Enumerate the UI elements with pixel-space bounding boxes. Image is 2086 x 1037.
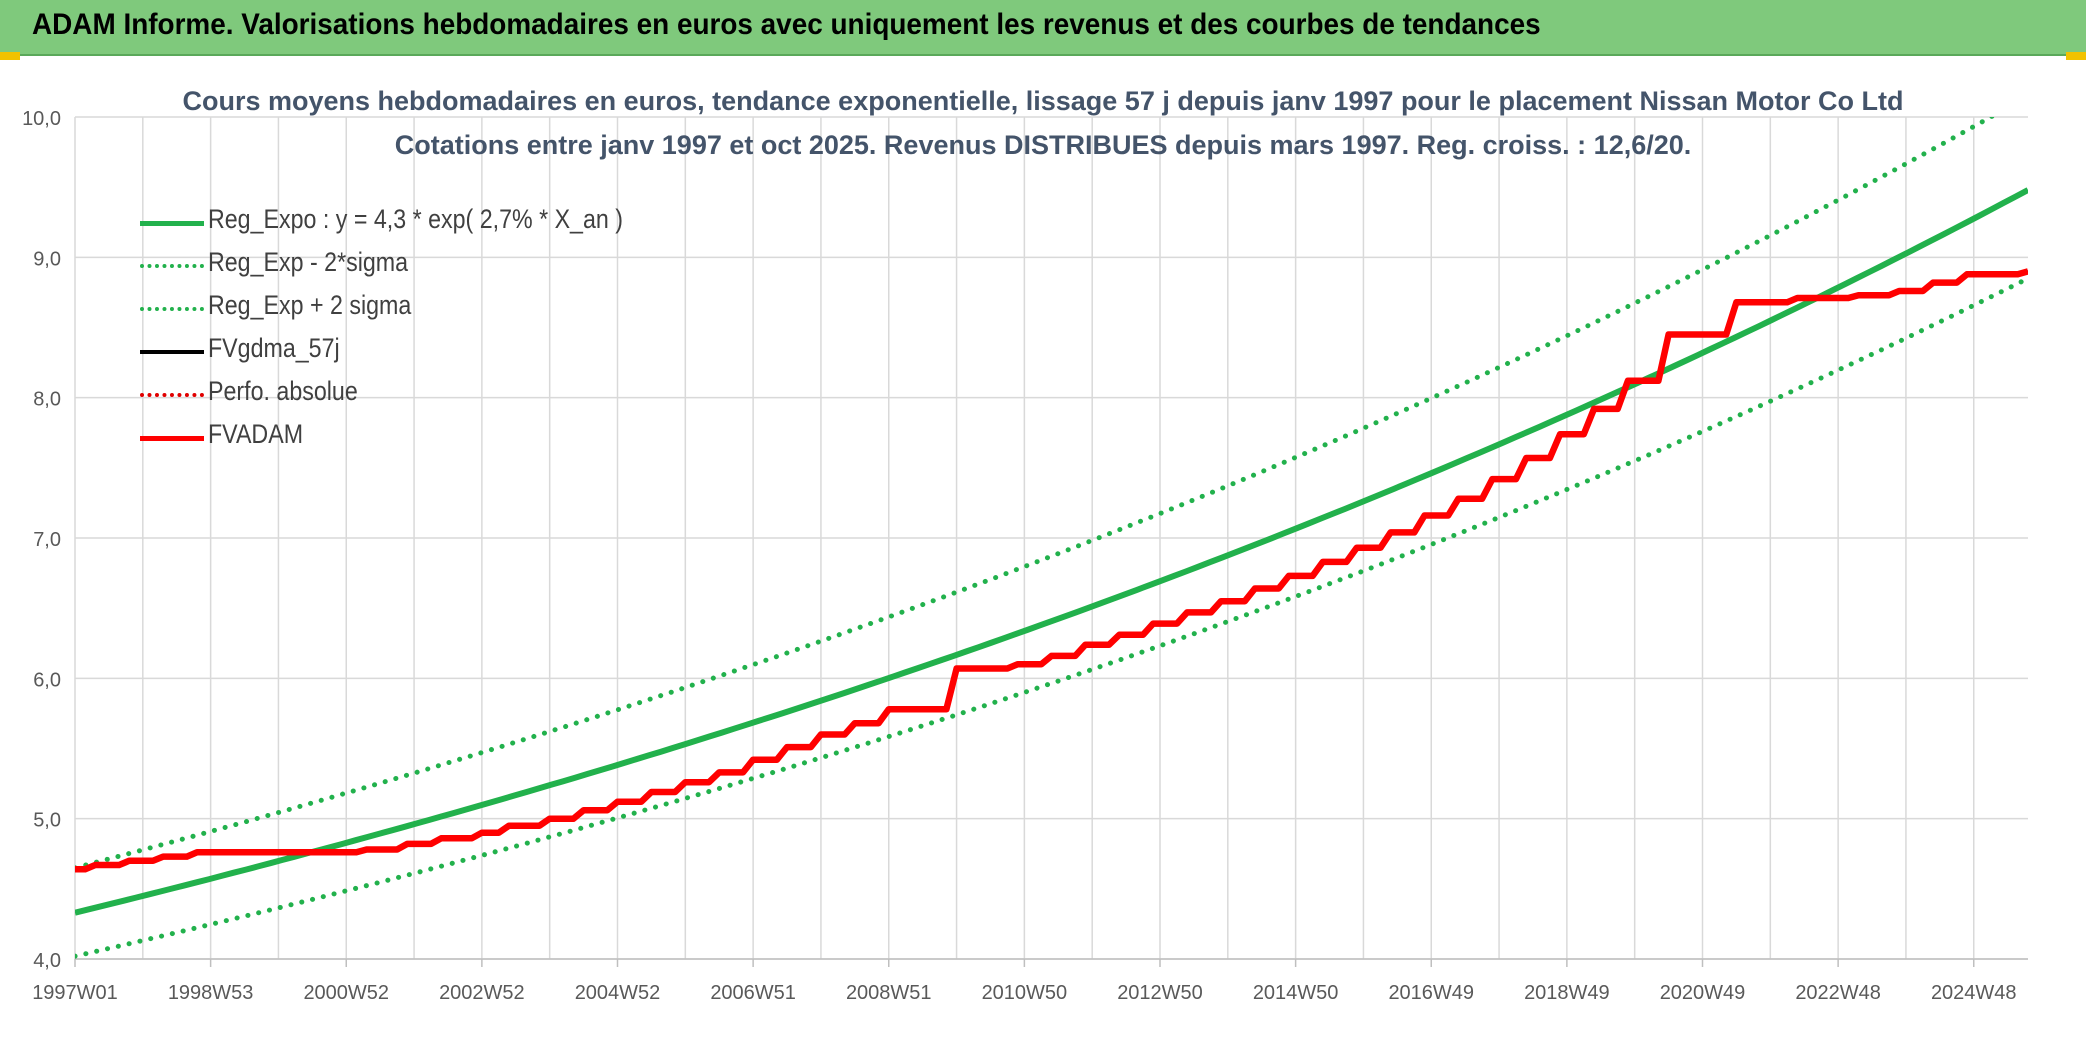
- x-tick-label: 2002W52: [439, 982, 525, 1004]
- x-tick-label: 2008W51: [846, 982, 932, 1004]
- x-tick-label: 1998W53: [168, 982, 254, 1004]
- x-tick-label: 2018W49: [1524, 982, 1610, 1004]
- y-tick-label: 6,0: [33, 669, 61, 691]
- x-tick-label: 2004W52: [575, 982, 661, 1004]
- x-tick-label: 2016W49: [1388, 982, 1474, 1004]
- legend-label: FVgdma_57j: [208, 333, 340, 363]
- trend-line: [75, 187, 2028, 916]
- legend-swatch: [140, 393, 204, 397]
- x-tick-label: 2012W50: [1117, 982, 1203, 1004]
- legend-swatch: [140, 264, 204, 268]
- report-title: ADAM Informe. Valorisations hebdomadaire…: [32, 8, 1541, 41]
- y-tick-label: 8,0: [33, 389, 61, 411]
- x-tick-label: 2000W52: [303, 982, 389, 1004]
- fvgdma-line: [75, 269, 2028, 871]
- x-tick-label: 2024W48: [1931, 982, 2017, 1004]
- legend-swatch: [140, 221, 204, 226]
- x-tick-label: 2010W50: [982, 982, 1068, 1004]
- x-tick-label: 2022W48: [1795, 982, 1881, 1004]
- y-tick-label: 7,0: [33, 529, 61, 551]
- legend-label: Reg_Exp - 2*sigma: [208, 247, 409, 277]
- report-banner: ADAM Informe. Valorisations hebdomadaire…: [0, 0, 2086, 56]
- x-tick-label: 2014W50: [1253, 982, 1339, 1004]
- y-tick-label: 10,0: [22, 108, 61, 130]
- legend-swatch: [140, 436, 204, 441]
- legend-label: FVADAM: [208, 419, 304, 449]
- corner-marker: [0, 52, 20, 60]
- legend-label: Perfo. absolue: [208, 376, 358, 406]
- y-tick-label: 4,0: [33, 950, 61, 972]
- y-tick-label: 9,0: [33, 248, 61, 270]
- corner-marker: [2066, 52, 2086, 60]
- lower-band-line: [75, 275, 2028, 959]
- chart-subtitle: Cotations entre janv 1997 et oct 2025. R…: [394, 130, 1692, 160]
- x-tick-label: 2006W51: [710, 982, 796, 1004]
- x-tick-label: 2020W49: [1660, 982, 1746, 1004]
- legend-swatch: [140, 307, 204, 311]
- legend-swatch: [140, 350, 204, 354]
- x-tick-label: 1997W01: [32, 982, 118, 1004]
- y-tick-label: 5,0: [33, 810, 61, 832]
- chart-title: Cours moyens hebdomadaires en euros, ten…: [182, 86, 1904, 116]
- legend-label: Reg_Expo : y = 4,3 * exp( 2,7% * X_an ): [208, 204, 623, 234]
- fvadam-line: [75, 268, 2028, 873]
- legend-label: Reg_Exp + 2 sigma: [208, 290, 412, 320]
